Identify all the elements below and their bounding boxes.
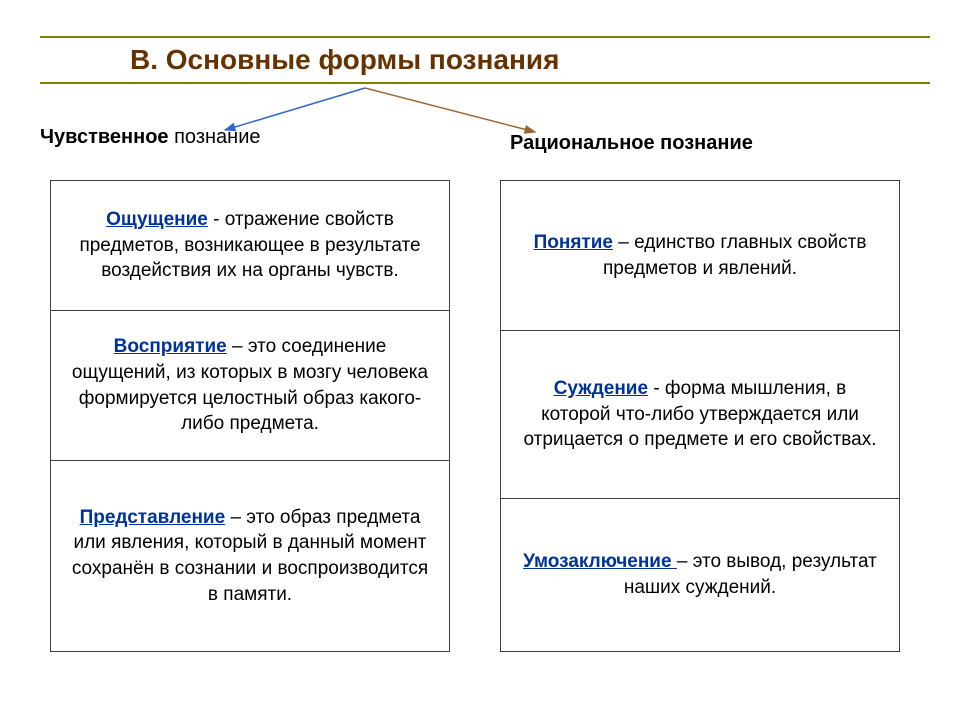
rational-cell-2: Умозаключение – это вывод, результат наш… (501, 499, 899, 651)
rational-term-1: Суждение (554, 378, 648, 399)
sensory-cell-2: Представление – это образ предмета или я… (51, 461, 449, 651)
title-bar: В. Основные формы познания (40, 36, 930, 84)
rational-term-2: Умозаключение (523, 551, 677, 572)
rational-cell-0: Понятие – единство главных свойств предм… (501, 181, 899, 331)
rational-term-0: Понятие (534, 232, 613, 253)
sensory-cell-1: Восприятие – это соединение ощущений, из… (51, 311, 449, 461)
rational-cell-1: Суждение - форма мышления, в которой что… (501, 331, 899, 499)
page-title: В. Основные формы познания (130, 44, 559, 76)
sensory-term-0: Ощущение (106, 209, 208, 230)
branch-label-sensory: Чувственное познание (40, 126, 261, 149)
sensory-column: Ощущение - отражение свойств предметов, … (50, 180, 450, 652)
sensory-term-1: Восприятие (114, 336, 227, 357)
arrow-left (225, 88, 365, 130)
branch-label-rational: Рациональное познание (510, 132, 753, 155)
arrow-right (365, 88, 535, 132)
rational-text-0: – единство главных свойств предметов и я… (603, 232, 866, 279)
rational-column: Понятие – единство главных свойств предм… (500, 180, 900, 652)
sensory-term-2: Представление (80, 507, 226, 528)
sensory-cell-0: Ощущение - отражение свойств предметов, … (51, 181, 449, 311)
